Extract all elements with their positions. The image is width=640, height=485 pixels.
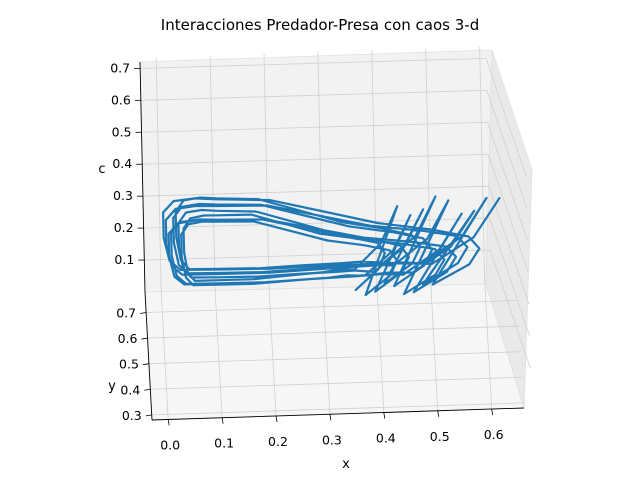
x-tick-mark xyxy=(275,415,278,423)
z-gridline xyxy=(142,185,489,197)
z-gridline-side xyxy=(486,90,528,209)
z-axis-label: c xyxy=(98,162,105,177)
x-tick-mark xyxy=(437,410,440,417)
x-tick-mark xyxy=(221,417,224,424)
z-gridline xyxy=(144,249,491,261)
y-gridline xyxy=(147,325,520,339)
grid-lines xyxy=(140,47,531,420)
axis-lines xyxy=(134,61,525,426)
x-axis-line xyxy=(151,407,525,421)
z-tick-label: 0.3 xyxy=(113,188,133,203)
z-gridline xyxy=(141,121,488,133)
z-gridline-side xyxy=(485,58,527,177)
z-gridline xyxy=(140,57,487,69)
y-tick-label: 0.4 xyxy=(120,382,140,397)
y-tick-label: 0.6 xyxy=(118,331,138,346)
floor-pane xyxy=(144,283,525,421)
z-tick-label: 0.1 xyxy=(114,252,134,267)
x-gridline-back xyxy=(155,57,162,292)
z-gridline-side xyxy=(487,154,529,273)
x-axis-label: x xyxy=(342,457,350,472)
x-gridline-back xyxy=(371,50,378,285)
z-axis-line xyxy=(139,61,146,293)
x-tick-mark xyxy=(491,408,494,416)
z-tick-label: 0.7 xyxy=(110,60,130,75)
x-tick-mark xyxy=(329,414,332,421)
x-gridline xyxy=(430,282,439,411)
x-tick-label: 0.5 xyxy=(430,429,450,444)
x-gridline-back xyxy=(209,55,216,290)
x-gridline xyxy=(376,284,385,413)
y-tick-mark xyxy=(145,414,152,417)
x-gridline-back xyxy=(317,52,324,287)
y-tick-mark xyxy=(144,388,151,391)
z-gridline-side xyxy=(487,122,528,241)
chart-title: Interacciones Predador-Presa con caos 3-… xyxy=(161,16,479,34)
series-trajectory-line xyxy=(162,195,501,297)
x-gridline xyxy=(160,291,169,420)
z-tick-label: 0.6 xyxy=(111,92,131,107)
tick-labels: 0.1 0.2 0.3 0.4 0.5 0.6 0.7 0.0 0.1 0.2 0.3 0.4 0.5 0… xyxy=(110,60,503,452)
x-tick-label: 0.2 xyxy=(268,434,288,449)
y-axis-label: y xyxy=(108,379,116,394)
x-gridline xyxy=(268,287,277,417)
y-tick-mark xyxy=(141,337,148,340)
y-gridline xyxy=(146,300,519,313)
x-gridline-back xyxy=(479,47,486,282)
y-tick-label: 0.3 xyxy=(122,408,142,423)
y-axis-line xyxy=(144,291,153,421)
x-gridline-back xyxy=(263,53,270,289)
x-tick-label: 0.3 xyxy=(322,432,342,447)
z-tick-label: 0.5 xyxy=(112,124,132,139)
y-gridline xyxy=(151,402,524,416)
x-tick-label: 0.4 xyxy=(376,431,396,446)
y-gridline xyxy=(150,376,523,390)
x-tick-mark xyxy=(383,412,386,419)
z-tick-label: 0.4 xyxy=(112,156,132,171)
x-gridline xyxy=(322,286,331,415)
x-tick-label: 0.6 xyxy=(484,427,504,442)
y-gridline xyxy=(148,351,521,365)
y-tick-mark xyxy=(142,363,149,366)
y-tick-label: 0.5 xyxy=(119,357,139,372)
x-tick-label: 0.0 xyxy=(160,437,180,452)
x-gridline xyxy=(214,289,223,418)
x-tick-mark xyxy=(167,419,170,426)
z-gridline xyxy=(143,217,490,229)
z-gridline-side xyxy=(489,249,531,369)
x-tick-label: 0.1 xyxy=(214,436,234,451)
z-gridline xyxy=(140,89,487,101)
y-tick-label: 0.7 xyxy=(116,305,136,320)
z-gridline xyxy=(142,153,489,165)
x-gridline xyxy=(484,281,493,410)
y-tick-mark xyxy=(140,312,147,314)
z-gridline-side xyxy=(489,217,530,337)
z-tick-label: 0.2 xyxy=(114,220,134,235)
